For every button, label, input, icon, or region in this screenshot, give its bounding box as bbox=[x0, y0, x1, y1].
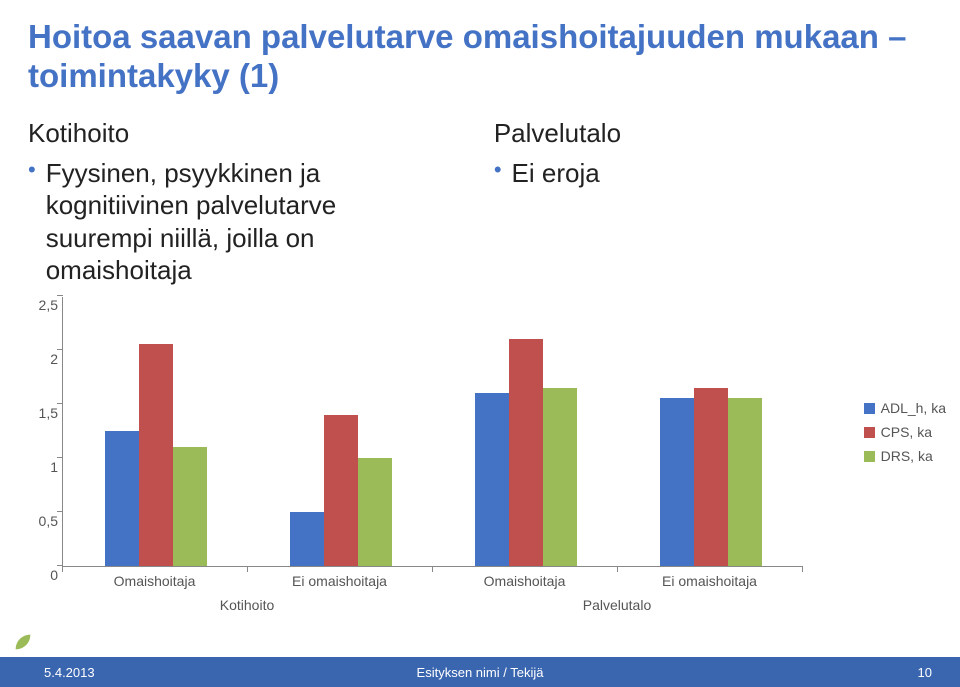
leaf-icon bbox=[12, 631, 34, 653]
bar bbox=[324, 415, 358, 566]
x-tick-mark bbox=[432, 566, 433, 572]
y-tick-label: 2,5 bbox=[28, 297, 58, 313]
x-category-label: Ei omaishoitaja bbox=[292, 573, 387, 589]
plot-area bbox=[62, 297, 802, 567]
x-tick-mark bbox=[617, 566, 618, 572]
bar-group bbox=[660, 388, 762, 566]
bullet-icon: • bbox=[494, 157, 502, 183]
right-column-bullet-text: Ei eroja bbox=[512, 157, 600, 190]
chart-left: 0 0,5 1 1,5 2 2,5 Omaishoitaja Ei omaishoitaja… bbox=[28, 297, 802, 621]
bar-group bbox=[475, 339, 577, 566]
y-tick-mark bbox=[57, 457, 63, 458]
slide: Hoitoa saavan palvelutarve omaishoitajuu… bbox=[0, 0, 960, 687]
bar bbox=[694, 388, 728, 566]
bullet-icon: • bbox=[28, 157, 36, 183]
x-category-label: Ei omaishoitaja bbox=[662, 573, 757, 589]
left-column-bullet-text: Fyysinen, psyykkinen ja kognitiivinen pa… bbox=[46, 157, 444, 287]
x-supercategory-label: Palvelutalo bbox=[583, 597, 652, 613]
y-tick-label: 0,5 bbox=[28, 513, 58, 529]
x-tick-mark bbox=[247, 566, 248, 572]
footer-center: Esityksen nimi / Tekijä bbox=[417, 665, 544, 680]
bar-group bbox=[105, 344, 207, 565]
y-axis: 00,511,522,5 bbox=[28, 297, 62, 567]
two-column-block: Kotihoito • Fyysinen, psyykkinen ja kogn… bbox=[28, 118, 932, 287]
legend-label: ADL_h, ka bbox=[881, 400, 946, 416]
y-tick-label: 1 bbox=[28, 459, 58, 475]
x-tick-mark bbox=[62, 566, 63, 572]
footer-bar: 5.4.2013 Esityksen nimi / Tekijä 10 bbox=[0, 657, 960, 687]
bar bbox=[358, 458, 392, 566]
y-tick-mark bbox=[57, 349, 63, 350]
chart: 0 0,5 1 1,5 2 2,5 Omaishoitaja Ei omaishoitaja… bbox=[28, 297, 932, 621]
left-column-heading: Kotihoito bbox=[28, 118, 444, 149]
bar bbox=[509, 339, 543, 566]
y-tick-label: 2 bbox=[28, 351, 58, 367]
bar bbox=[139, 344, 173, 565]
legend-item: DRS, ka bbox=[864, 448, 946, 464]
x-supercategory-label: Kotihoito bbox=[220, 597, 274, 613]
legend-label: CPS, ka bbox=[881, 424, 932, 440]
y-tick-mark bbox=[57, 403, 63, 404]
y-tick-label: 0 bbox=[28, 567, 58, 583]
footer-page: 10 bbox=[918, 665, 932, 680]
bar bbox=[728, 398, 762, 565]
legend-item: CPS, ka bbox=[864, 424, 946, 440]
left-column: Kotihoito • Fyysinen, psyykkinen ja kogn… bbox=[28, 118, 444, 287]
right-column: Palvelutalo • Ei eroja bbox=[494, 118, 910, 287]
legend-label: DRS, ka bbox=[881, 448, 933, 464]
right-column-bullet: • Ei eroja bbox=[494, 157, 910, 190]
bar bbox=[543, 388, 577, 566]
bar-group bbox=[290, 415, 392, 566]
bar bbox=[475, 393, 509, 566]
y-tick-mark bbox=[57, 511, 63, 512]
left-column-bullet: • Fyysinen, psyykkinen ja kognitiivinen … bbox=[28, 157, 444, 287]
right-column-heading: Palvelutalo bbox=[494, 118, 910, 149]
bar bbox=[173, 447, 207, 566]
x-axis: Omaishoitaja Ei omaishoitaja Omaishoitaja E… bbox=[62, 567, 802, 621]
legend-swatch bbox=[864, 427, 875, 438]
legend: ADL_h, ka CPS, ka DRS, ka bbox=[864, 400, 946, 464]
y-tick-mark bbox=[57, 295, 63, 296]
bar bbox=[105, 431, 139, 566]
x-category-label: Omaishoitaja bbox=[484, 573, 566, 589]
slide-title: Hoitoa saavan palvelutarve omaishoitajuu… bbox=[28, 18, 932, 96]
bar bbox=[660, 398, 694, 565]
footer-date: 5.4.2013 bbox=[44, 665, 95, 680]
y-tick-label: 1,5 bbox=[28, 405, 58, 421]
legend-swatch bbox=[864, 451, 875, 462]
legend-item: ADL_h, ka bbox=[864, 400, 946, 416]
x-category-label: Omaishoitaja bbox=[114, 573, 196, 589]
x-tick-mark bbox=[802, 566, 803, 572]
bar bbox=[290, 512, 324, 566]
legend-swatch bbox=[864, 403, 875, 414]
